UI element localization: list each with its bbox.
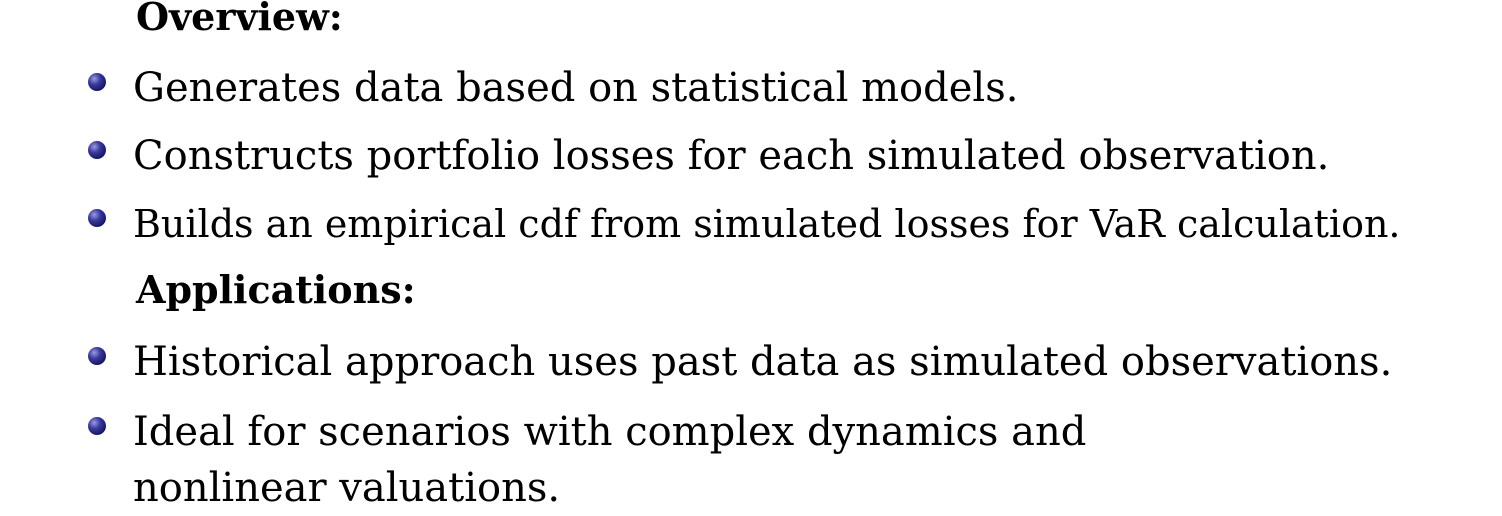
bullet-text: Ideal for scenarios with complex dynamic…	[133, 409, 1087, 511]
applications-heading: Applications:	[136, 267, 416, 312]
overview-heading: Overview:	[136, 0, 343, 39]
bullet-text: Generates data based on statistical mode…	[133, 65, 1019, 111]
bullet-icon	[88, 417, 106, 435]
bullet-text: Historical approach uses past data as si…	[133, 339, 1393, 385]
bullet-icon	[88, 141, 106, 159]
bullet-text: Builds an empirical cdf from simulated l…	[133, 202, 1401, 246]
slide: Overview: Generates data based on statis…	[88, 0, 1401, 511]
bullet-text: Constructs portfolio losses for each sim…	[133, 133, 1330, 179]
bullet-icon	[88, 209, 106, 227]
bullet-icon	[88, 347, 106, 365]
bullet-icon	[88, 73, 106, 91]
